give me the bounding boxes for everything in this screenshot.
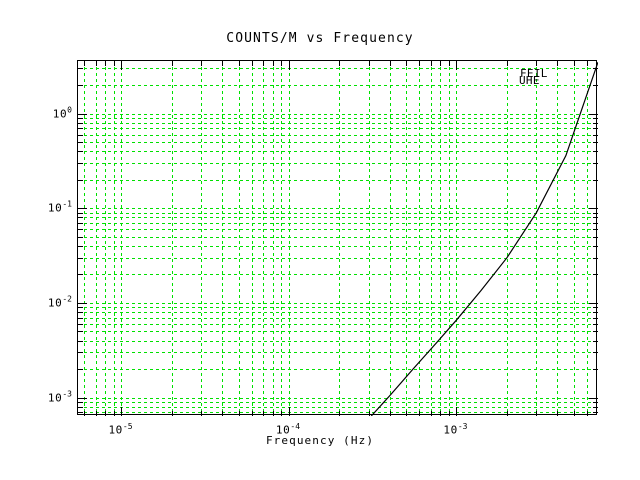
y-tick-label-0: 100 [52, 105, 72, 120]
y-tick-label-1: 10-1 [47, 199, 72, 215]
y-tick-label-2: 10-2 [47, 294, 72, 310]
x-axis-title: Frequency (Hz) [265, 434, 375, 447]
grid-layer [78, 61, 598, 416]
data-curve-layer [370, 61, 598, 416]
y-tick-label-3: 10-3 [47, 389, 72, 404]
x-tick-label-2: 10-3 [443, 422, 468, 437]
x-tick-label-0: 10-5 [108, 422, 133, 437]
plot-frame [77, 60, 598, 416]
series-label-0: FEIL [520, 67, 548, 80]
data-curve [370, 61, 598, 416]
x-tick-label-1: 10-4 [275, 422, 301, 437]
page-title: COUNTS/M vs Frequency [226, 31, 414, 46]
series-label-1: UHE [519, 74, 540, 87]
